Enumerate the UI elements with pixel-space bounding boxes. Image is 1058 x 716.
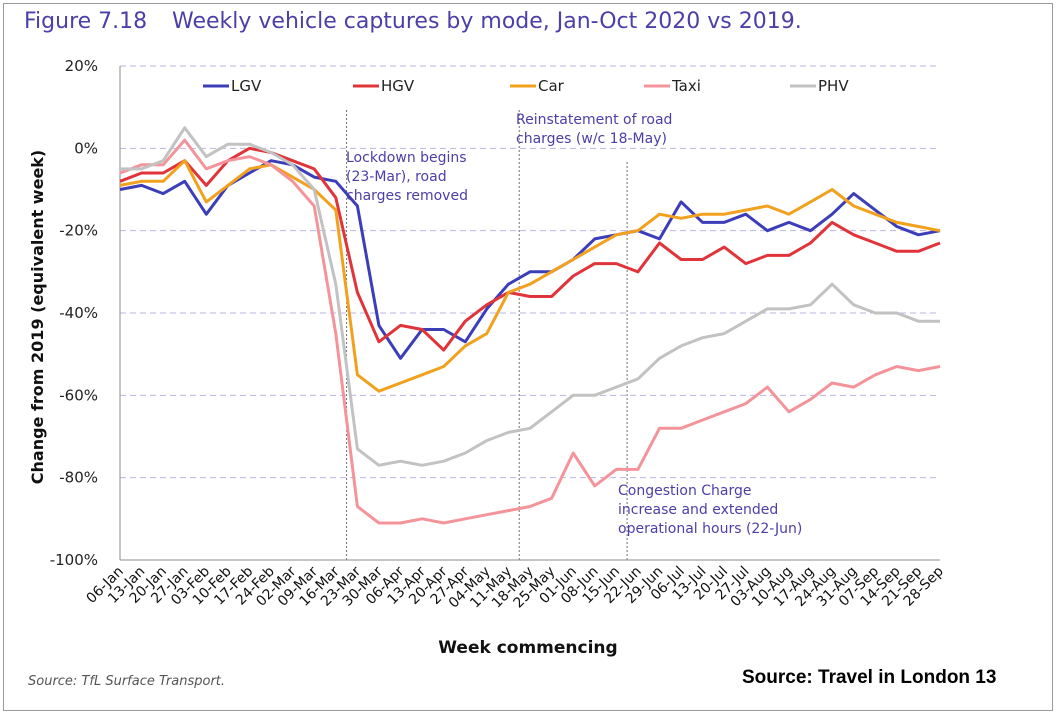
y-tick-label: -60% [59,386,98,404]
legend-label-taxi: Taxi [671,77,701,95]
annotation-text: charges (w/c 18-May) [516,131,667,147]
x-axis-label: Week commencing [438,638,617,658]
annotations: Lockdown begins (23-Mar), road charges rem… [346,112,802,537]
legend-label-lgv: LGV [231,77,262,95]
series-lines [119,126,941,525]
legend-label-phv: PHV [818,77,849,95]
series-line-hgv [119,146,941,352]
legend-label-car: Car [538,77,565,95]
chart-title: Weekly vehicle captures by mode, Jan-Oct… [172,9,802,34]
annotation-text: operational hours (22-Jun) [618,521,802,537]
annotation-text: (23-Mar), road [346,169,447,185]
y-axis-label: Change from 2019 (equivalent week) [28,150,47,484]
source-note: Source: TfL Surface Transport. [28,674,226,689]
annotation-text: Reinstatement of road [516,112,672,128]
y-tick-label: -40% [59,304,98,322]
legend: LGV HGV Car Taxi PHV [203,77,849,95]
series-line-phv [120,126,940,467]
y-tick-label: -20% [59,222,98,240]
figure-frame [3,3,1053,711]
annotation-text: increase and extended [618,502,778,518]
y-tick-label: 20% [65,57,98,75]
annotation-text: Lockdown begins [346,150,467,166]
event-lines [346,110,628,560]
source-banner: Source: Travel in London 13 [742,667,997,688]
grid-lines [120,65,940,479]
annotation-text: charges removed [346,188,468,204]
y-tick-label: -80% [59,469,98,487]
series-line-car [119,159,941,393]
legend-label-hgv: HGV [381,77,415,95]
annotation-text: Congestion Charge [618,483,752,499]
y-tick-label: 0% [74,139,98,157]
figure-label: Figure 7.18 [24,9,148,34]
series-line-lgv [119,159,941,360]
y-tick-label: -100% [50,551,98,569]
series-line-taxi [119,138,941,525]
